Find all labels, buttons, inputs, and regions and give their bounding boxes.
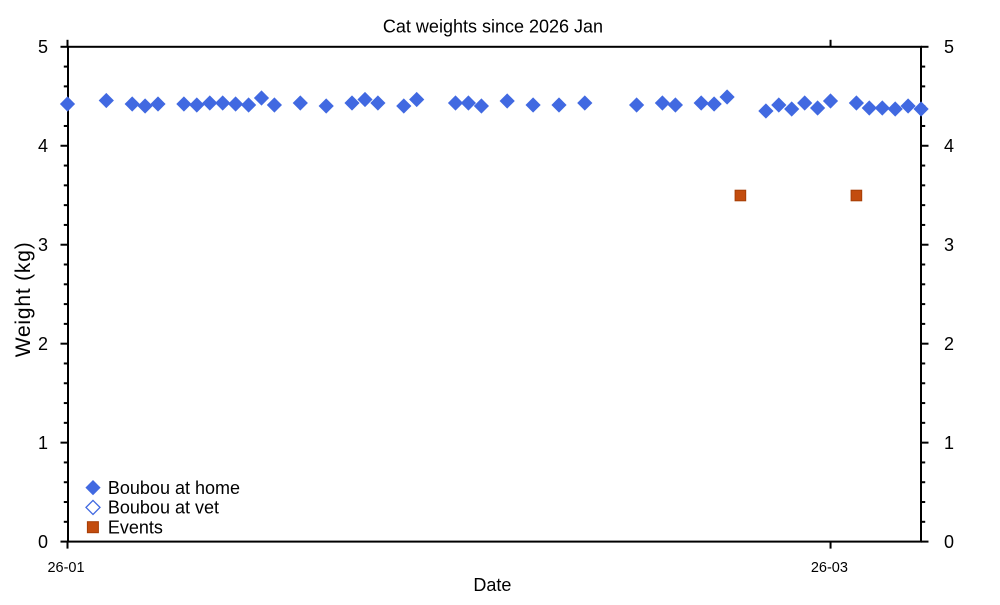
- svg-text:5: 5: [38, 37, 48, 57]
- svg-text:1: 1: [38, 433, 48, 453]
- svg-text:26-03: 26-03: [811, 560, 848, 576]
- svg-text:26-01: 26-01: [47, 560, 84, 576]
- svg-text:3: 3: [38, 235, 48, 255]
- svg-text:Events: Events: [108, 517, 163, 537]
- svg-text:2: 2: [944, 334, 954, 354]
- svg-text:5: 5: [944, 37, 954, 57]
- svg-text:Weight (kg): Weight (kg): [12, 242, 35, 358]
- svg-text:4: 4: [38, 136, 48, 156]
- svg-text:Boubou at vet: Boubou at vet: [108, 498, 219, 518]
- svg-text:0: 0: [944, 532, 954, 552]
- svg-text:3: 3: [944, 235, 954, 255]
- svg-text:Cat weights since 2026 Jan: Cat weights since 2026 Jan: [383, 16, 603, 36]
- svg-text:0: 0: [38, 532, 48, 552]
- svg-text:Boubou at home: Boubou at home: [108, 478, 240, 498]
- svg-text:1: 1: [944, 433, 954, 453]
- svg-text:4: 4: [944, 136, 954, 156]
- svg-text:2: 2: [38, 334, 48, 354]
- svg-text:Date: Date: [473, 575, 511, 595]
